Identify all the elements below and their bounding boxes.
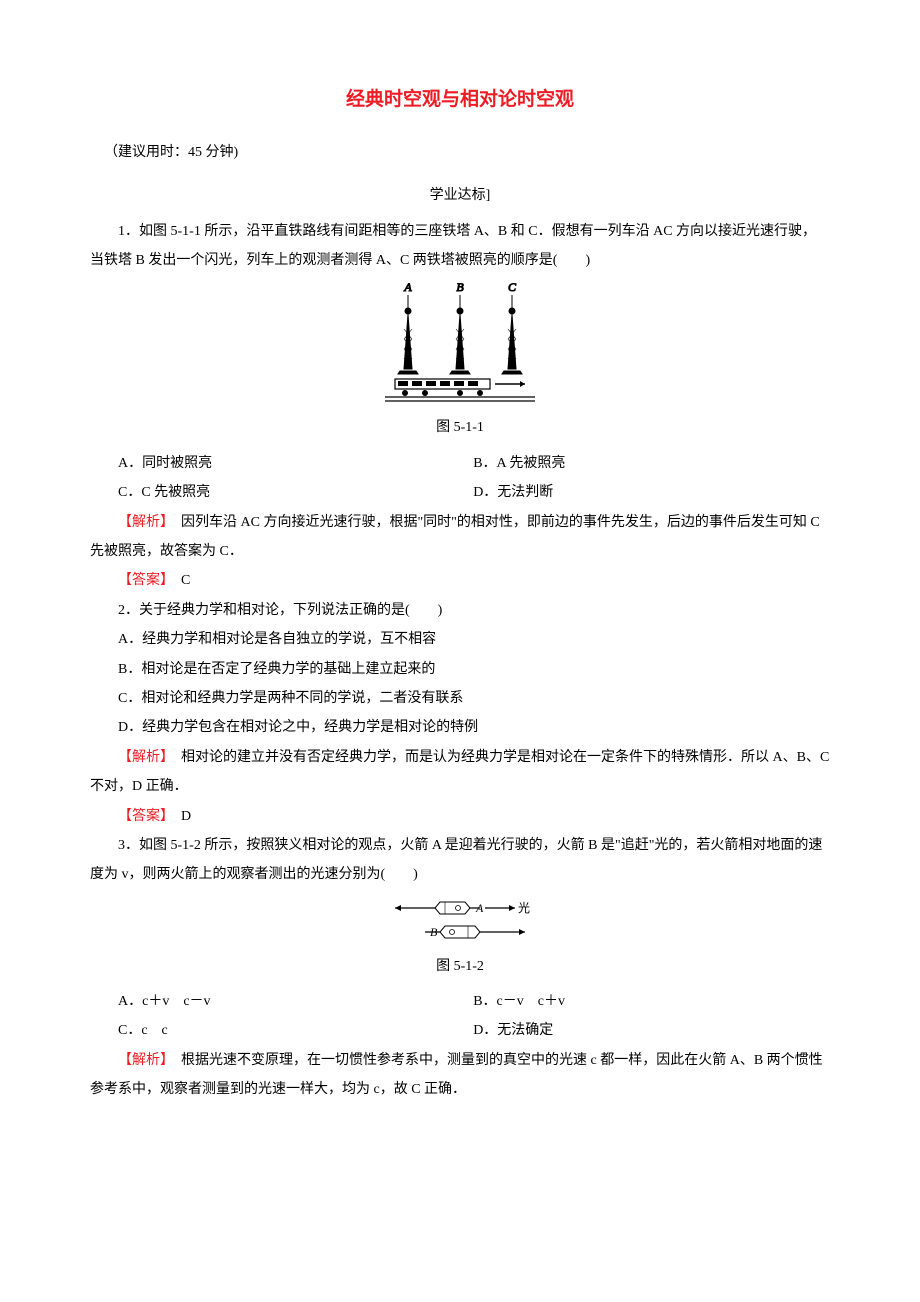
q2-analysis: 【解析】 相对论的建立并没有否定经典力学，而是认为经典力学是相对论在一定条件下的… <box>90 743 830 802</box>
q3-analysis-text: 根据光速不变原理，在一切惯性参考系中，测量到的真空中的光速 c 都一样，因此在火… <box>90 1053 823 1097</box>
figure-5-1-2-caption: 图 5-1-2 <box>90 952 830 981</box>
q3-option-a: A．c＋v c－v <box>118 987 473 1016</box>
q2-option-b: B．相对论是在否定了经典力学的基础上建立起来的 <box>90 655 830 684</box>
q1-analysis-text: 因列车沿 AC 方向接近光速行驶，根据"同时"的相对性，即前边的事件先发生，后边… <box>90 515 820 559</box>
q1-option-d: D．无法判断 <box>473 478 828 507</box>
page-title: 经典时空观与相对论时空观 <box>90 80 830 120</box>
svg-text:A: A <box>403 280 412 294</box>
analysis-tag: 【解析】 <box>118 1053 167 1068</box>
q3-option-b: B．c－v c＋v <box>473 987 828 1016</box>
svg-text:C: C <box>508 280 517 294</box>
q2-option-c: C．相对论和经典力学是两种不同的学说，二者没有联系 <box>90 684 830 713</box>
section-label: 学业达标] <box>90 181 830 210</box>
q2-option-d: D．经典力学包含在相对论之中，经典力学是相对论的特例 <box>90 713 830 742</box>
svg-text:B: B <box>430 925 438 939</box>
analysis-tag: 【解析】 <box>118 750 167 765</box>
figure-5-1-1-caption: 图 5-1-1 <box>90 413 830 442</box>
q1-option-c: C．C 先被照亮 <box>118 478 473 507</box>
q2-analysis-text: 相对论的建立并没有否定经典力学，而是认为经典力学是相对论在一定条件下的特殊情形．… <box>90 750 829 794</box>
q3-option-d: D．无法确定 <box>473 1016 828 1045</box>
q3-option-c: C．c c <box>118 1016 473 1045</box>
figure-5-1-1: A B C <box>90 279 830 409</box>
q2-answer-text: D <box>167 809 191 824</box>
q1-option-b: B．A 先被照亮 <box>473 449 828 478</box>
q2-answer: 【答案】 D <box>90 802 830 831</box>
q1-stem: 1．如图 5-1-1 所示，沿平直铁路线有间距相等的三座铁塔 A、B 和 C．假… <box>90 217 830 276</box>
analysis-tag: 【解析】 <box>118 515 167 530</box>
q1-answer: 【答案】 C <box>90 566 830 595</box>
q1-option-a: A．同时被照亮 <box>118 449 473 478</box>
figure-5-1-2: A 光 B <box>90 894 830 948</box>
svg-text:B: B <box>456 280 464 294</box>
q3-stem: 3．如图 5-1-2 所示，按照狭义相对论的观点，火箭 A 是迎着光行驶的，火箭… <box>90 831 830 890</box>
svg-text:A: A <box>475 901 484 915</box>
q2-option-a: A．经典力学和相对论是各自独立的学说，互不相容 <box>90 625 830 654</box>
q1-analysis: 【解析】 因列车沿 AC 方向接近光速行驶，根据"同时"的相对性，即前边的事件先… <box>90 508 830 567</box>
answer-tag: 【答案】 <box>118 809 167 824</box>
answer-tag: 【答案】 <box>118 573 167 588</box>
time-note: （建议用时：45 分钟) <box>90 138 830 167</box>
q3-analysis: 【解析】 根据光速不变原理，在一切惯性参考系中，测量到的真空中的光速 c 都一样… <box>90 1046 830 1105</box>
q2-stem: 2．关于经典力学和相对论，下列说法正确的是( ) <box>90 596 830 625</box>
q1-answer-text: C <box>167 573 190 588</box>
svg-text:光: 光 <box>518 901 530 915</box>
